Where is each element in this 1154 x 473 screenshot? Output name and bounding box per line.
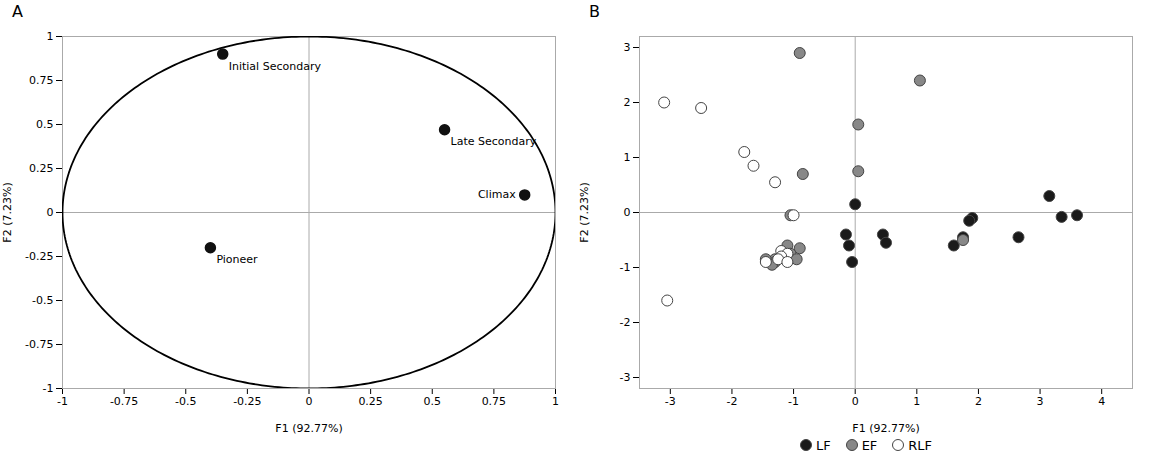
svg-text:-1: -1 <box>57 395 68 408</box>
svg-text:-0.75: -0.75 <box>110 395 138 408</box>
svg-text:-1: -1 <box>43 382 54 395</box>
svg-text:F2 (7.23%): F2 (7.23%) <box>578 182 591 242</box>
svg-text:0.5: 0.5 <box>424 395 442 408</box>
svg-text:3: 3 <box>624 41 631 54</box>
svg-text:Pioneer: Pioneer <box>216 253 258 266</box>
svg-text:-0.5: -0.5 <box>175 395 196 408</box>
svg-text:Climax: Climax <box>478 188 516 201</box>
svg-text:0: 0 <box>306 395 313 408</box>
svg-text:0.5: 0.5 <box>36 118 54 131</box>
svg-text:3: 3 <box>1037 395 1044 408</box>
svg-text:-0.25: -0.25 <box>25 250 53 263</box>
svg-text:4: 4 <box>1098 395 1105 408</box>
svg-text:Late Secondary: Late Secondary <box>451 135 537 148</box>
svg-text:-1: -1 <box>788 395 799 408</box>
svg-text:2: 2 <box>624 96 631 109</box>
svg-text:0: 0 <box>624 206 631 219</box>
svg-text:0.75: 0.75 <box>29 74 54 87</box>
svg-text:1: 1 <box>624 151 631 164</box>
svg-text:-3: -3 <box>620 371 631 384</box>
svg-text:0.25: 0.25 <box>29 162 54 175</box>
svg-text:1: 1 <box>913 395 920 408</box>
html-text:RLF: RLF <box>908 437 933 453</box>
svg-text:-0.5: -0.5 <box>32 294 53 307</box>
svg-text:F1 (92.77%): F1 (92.77%) <box>852 422 919 435</box>
html-text:EF: EF <box>861 437 878 453</box>
svg-text:1: 1 <box>552 395 559 408</box>
svg-text:-0.25: -0.25 <box>233 395 261 408</box>
svg-text:0.25: 0.25 <box>358 395 383 408</box>
svg-text:-3: -3 <box>665 395 676 408</box>
svg-text:2: 2 <box>975 395 982 408</box>
svg-text:0: 0 <box>852 395 859 408</box>
svg-text:-1: -1 <box>620 261 631 274</box>
svg-text:0.75: 0.75 <box>482 395 507 408</box>
svg-text:F1 (92.77%): F1 (92.77%) <box>275 422 342 435</box>
svg-text:-2: -2 <box>620 316 631 329</box>
svg-text:F2 (7.23%): F2 (7.23%) <box>1 182 14 242</box>
html-text:A: A <box>12 2 23 21</box>
svg-text:1: 1 <box>47 30 54 43</box>
html-text:LF: LF <box>815 437 831 453</box>
svg-text:0: 0 <box>47 206 54 219</box>
html-text:B: B <box>589 2 600 21</box>
svg-text:-2: -2 <box>726 395 737 408</box>
svg-text:-0.75: -0.75 <box>25 338 53 351</box>
svg-text:Initial Secondary: Initial Secondary <box>229 60 322 73</box>
